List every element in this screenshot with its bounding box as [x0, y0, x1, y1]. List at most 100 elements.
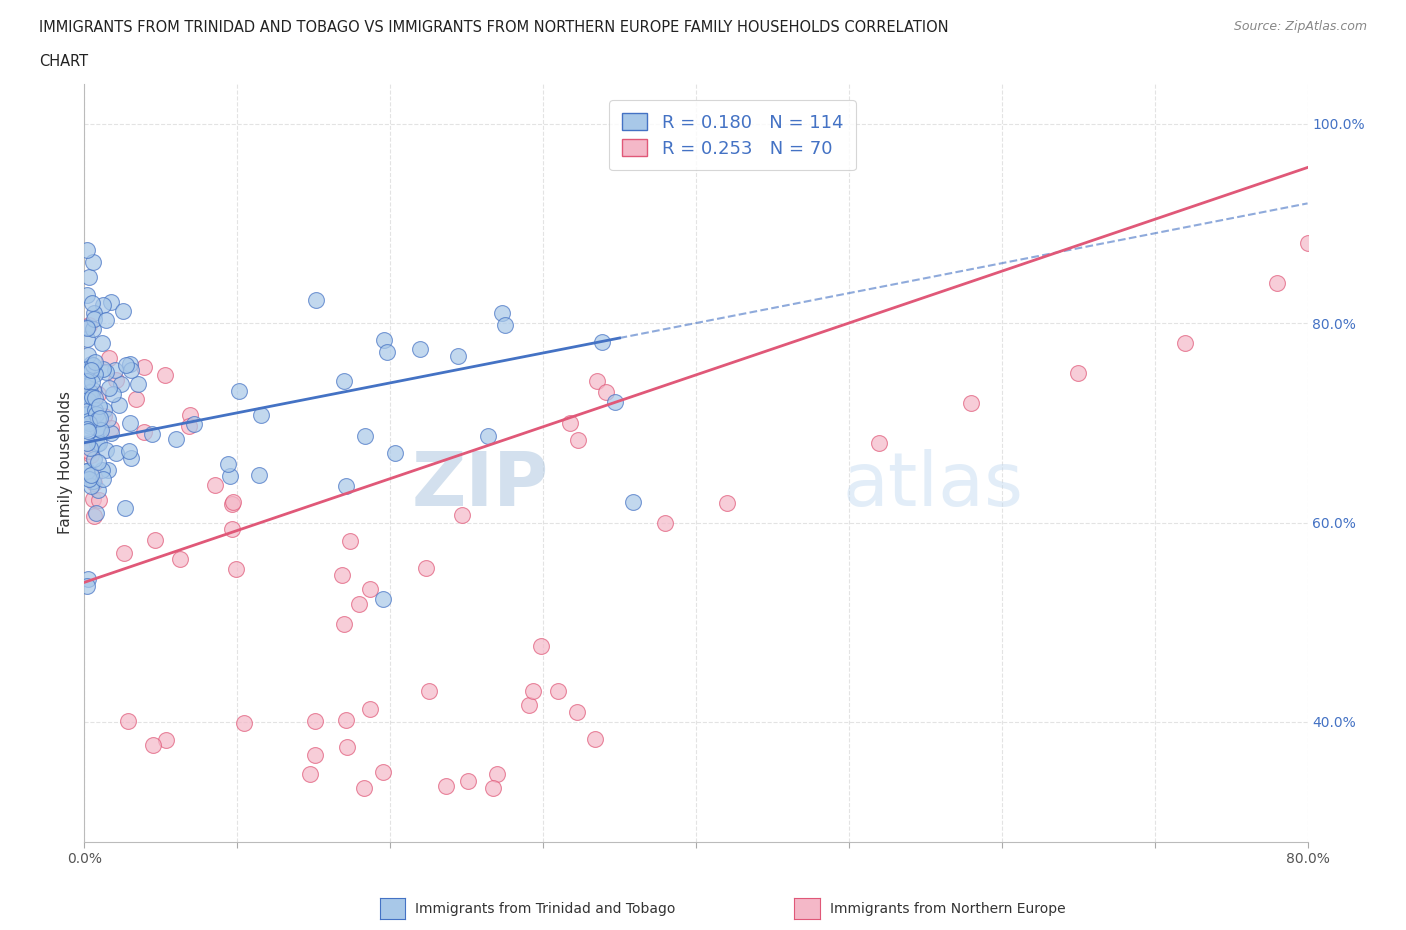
Point: [83, 452, 105, 467]
Point: [97, 351, 120, 365]
Point: [451, 508, 474, 523]
Text: CHART: CHART: [39, 54, 89, 69]
Point: [591, 335, 613, 350]
Point: [141, 426, 163, 441]
Point: [530, 639, 553, 654]
Point: [204, 478, 226, 493]
Point: [457, 774, 479, 789]
Point: [221, 497, 243, 512]
Point: [583, 732, 606, 747]
Point: [76, 373, 98, 388]
Point: [77, 423, 100, 438]
Point: [491, 306, 513, 321]
Point: [98, 380, 121, 395]
Point: [76, 287, 98, 302]
Point: [82, 255, 104, 270]
Point: [84, 366, 107, 381]
Point: [105, 373, 128, 388]
Point: [80, 362, 103, 377]
Point: [91, 472, 114, 486]
Point: [247, 468, 270, 483]
Point: [482, 780, 505, 795]
Point: [384, 445, 406, 460]
Point: [91, 298, 114, 312]
Point: [76, 331, 98, 346]
Point: [127, 377, 149, 392]
Point: [225, 562, 247, 577]
Point: [87, 435, 110, 450]
Point: [120, 356, 142, 371]
Point: [84, 407, 107, 422]
Point: [567, 705, 589, 720]
Point: [77, 317, 100, 332]
Point: [80, 468, 103, 483]
Point: [330, 567, 353, 582]
Point: [76, 243, 98, 258]
Point: [80, 407, 103, 422]
Point: [105, 445, 128, 460]
Point: [221, 522, 243, 537]
Point: [77, 414, 100, 429]
Point: [87, 492, 110, 507]
Point: [120, 416, 142, 431]
Point: [77, 348, 100, 363]
Point: [83, 476, 105, 491]
Point: [304, 748, 326, 763]
Point: [76, 463, 98, 478]
Point: [111, 304, 134, 319]
Point: [100, 295, 122, 310]
Point: [82, 383, 104, 398]
Text: ZIP: ZIP: [412, 449, 550, 522]
Point: [87, 412, 110, 427]
Point: [76, 404, 98, 418]
Point: [547, 684, 569, 698]
Point: [90, 422, 112, 437]
Point: [82, 474, 104, 489]
Point: [165, 432, 187, 446]
Point: [83, 509, 105, 524]
Point: [86, 420, 108, 435]
Point: [332, 617, 354, 631]
Point: [80, 374, 103, 389]
Point: [76, 320, 98, 335]
Point: [82, 322, 104, 337]
Point: [217, 457, 239, 472]
Point: [143, 532, 166, 547]
Point: [353, 780, 375, 795]
Point: [654, 515, 676, 530]
Point: [228, 384, 250, 399]
Point: [76, 407, 98, 422]
Point: [76, 435, 98, 450]
Point: [415, 561, 437, 576]
Point: [339, 534, 361, 549]
Point: [1296, 236, 1319, 251]
Point: [120, 450, 142, 465]
Point: [1265, 275, 1288, 290]
Point: [96, 365, 118, 379]
Point: [333, 374, 356, 389]
Point: [219, 469, 242, 484]
Point: [179, 408, 201, 423]
Point: [447, 349, 470, 364]
Point: [305, 292, 328, 307]
Point: [76, 362, 98, 377]
Point: [79, 384, 101, 399]
Point: [80, 357, 103, 372]
Point: [80, 447, 103, 462]
Point: [79, 418, 101, 433]
Point: [100, 421, 122, 436]
Point: [97, 463, 120, 478]
Point: [335, 712, 357, 727]
Point: [373, 332, 395, 347]
Point: [93, 409, 115, 424]
Point: [76, 392, 98, 407]
Point: [79, 441, 101, 456]
Point: [84, 407, 107, 422]
Point: [79, 390, 101, 405]
Point: [76, 407, 98, 422]
Point: [1067, 365, 1090, 380]
Text: Immigrants from Trinidad and Tobago: Immigrants from Trinidad and Tobago: [415, 901, 675, 916]
Point: [83, 391, 105, 405]
Legend: R = 0.180   N = 114, R = 0.253   N = 70: R = 0.180 N = 114, R = 0.253 N = 70: [609, 100, 856, 170]
Point: [153, 367, 176, 382]
